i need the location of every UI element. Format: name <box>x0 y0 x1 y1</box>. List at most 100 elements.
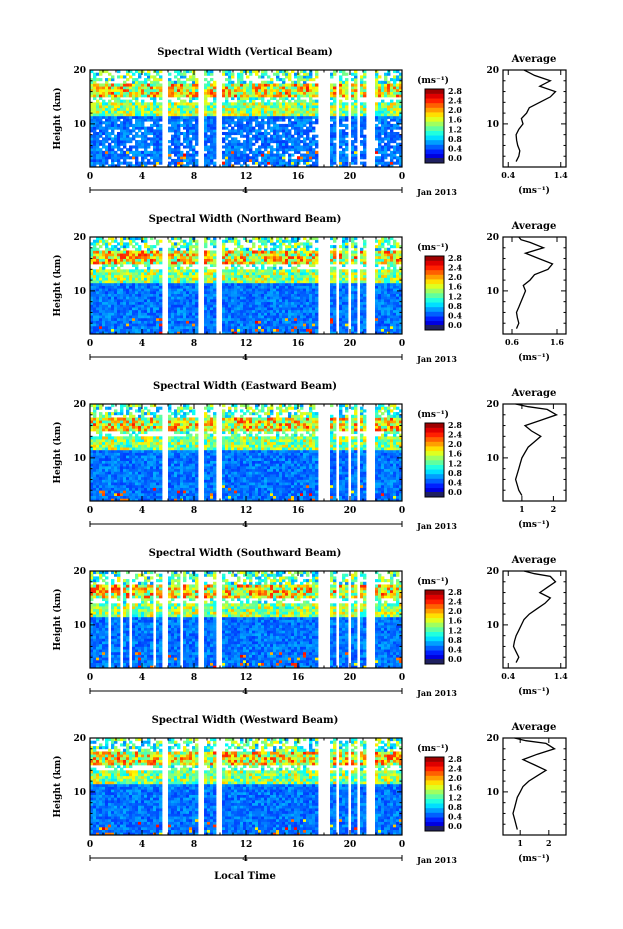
colorbar-tick-label: 0.4 <box>448 143 462 153</box>
panel-3: Spectral Width (Eastward Beam)0 4 8 12 16 20 0… <box>52 381 567 531</box>
colorbar-tick-label: 0.4 <box>448 644 462 654</box>
colorbar-tick-label: 0.4 <box>448 811 462 821</box>
x-tick-label: 16 <box>292 840 305 850</box>
x-tick-label: 4 <box>139 339 145 349</box>
colorbar-tick-label: 1.2 <box>448 291 462 301</box>
average-x-tick-label: 1.4 <box>554 170 568 180</box>
colorbar-tick-label: 1.6 <box>448 616 462 626</box>
y-axis-label: Height (km) <box>52 588 63 650</box>
x-tick-label: 0 <box>399 840 405 850</box>
x-tick-label: 16 <box>292 172 305 182</box>
x-tick-label: 0 <box>399 506 405 516</box>
average-frame <box>502 69 567 168</box>
colorbar-tick-label: 0.0 <box>448 153 462 163</box>
y-tick-label: 20 <box>73 734 86 744</box>
heatmap-title: Spectral Width (Northward Beam) <box>149 214 342 225</box>
heatmap-title: Spectral Width (Southward Beam) <box>149 548 342 559</box>
x-tick-label: 0 <box>87 840 93 850</box>
y-axis-label: Height (km) <box>52 254 63 316</box>
average-y-tick-label: 20 <box>486 66 499 76</box>
average-y-tick-label: 10 <box>486 287 499 297</box>
average-x-tick-label: 1 <box>519 504 525 514</box>
date-label: Jan 2013 <box>416 354 457 364</box>
date-label: Jan 2013 <box>416 521 457 531</box>
x-tick-label: 20 <box>344 840 357 850</box>
colorbar-tick-label: 0.8 <box>448 802 462 812</box>
colorbar: 0.00.40.81.21.62.02.42.8(ms⁻¹) <box>417 576 462 665</box>
colorbar-unit: (ms⁻¹) <box>417 576 449 587</box>
x-tick-label: 0 <box>87 339 93 349</box>
average-x-tick-label: 2 <box>546 838 552 848</box>
colorbar-tick-label: 2.8 <box>448 754 462 764</box>
colorbar-tick-label: 0.0 <box>448 821 462 831</box>
y-tick-label: 10 <box>73 120 86 130</box>
x-tick-label: 16 <box>292 339 305 349</box>
colorbar-tick-label: 2.8 <box>448 253 462 263</box>
average-frame <box>502 236 567 335</box>
x-ticks: 0 4 8 12 16 20 0 <box>87 70 405 182</box>
x-tick-label: 0 <box>399 172 405 182</box>
x-tick-label: 4 <box>139 673 145 683</box>
average-frame <box>502 403 567 502</box>
heatmap-cells <box>90 571 403 669</box>
average-title: Average <box>511 555 557 566</box>
x-ticks: 0 4 8 12 16 20 0 <box>87 404 405 516</box>
average-x-label: (ms⁻¹) <box>518 853 550 864</box>
average-y-tick-label: 20 <box>486 567 499 577</box>
colorbar-tick-label: 2.0 <box>448 272 462 282</box>
average-y-tick-label: 20 <box>486 734 499 744</box>
colorbar-tick-label: 2.0 <box>448 773 462 783</box>
average-title: Average <box>511 221 557 232</box>
average-plot: Average 10 20 1 2(ms⁻¹) <box>486 388 567 530</box>
x-tick-label: 0 <box>399 339 405 349</box>
heatmap-cells <box>90 738 403 836</box>
colorbar: 0.00.40.81.21.62.02.42.8(ms⁻¹) <box>417 409 462 498</box>
colorbar-tick-label: 1.6 <box>448 282 462 292</box>
average-plot: Average 10 20 0.4 1.4 (ms⁻¹) <box>486 555 568 697</box>
average-title: Average <box>511 388 557 399</box>
colorbar-tick-label: 0.4 <box>448 477 462 487</box>
colorbar-tick-label: 2.4 <box>448 764 462 774</box>
y-tick-label: 10 <box>73 454 86 464</box>
x-tick-label: 0 <box>399 673 405 683</box>
colorbar-tick-label: 0.0 <box>448 654 462 664</box>
colorbar-tick-label: 2.8 <box>448 587 462 597</box>
average-y-tick-label: 20 <box>486 400 499 410</box>
colorbar-tick-label: 0.0 <box>448 487 462 497</box>
colorbar-tick-label: 2.0 <box>448 439 462 449</box>
colorbar-tick-label: 0.4 <box>448 310 462 320</box>
heatmap-cells <box>90 70 403 168</box>
date-label: Jan 2013 <box>416 688 457 698</box>
colorbar-tick-label: 2.4 <box>448 96 462 106</box>
day-label: 4 <box>242 352 248 362</box>
x-tick-label: 20 <box>344 339 357 349</box>
average-y-tick-label: 10 <box>486 788 499 798</box>
heatmap-title: Spectral Width (Westward Beam) <box>152 715 339 726</box>
x-tick-label: 20 <box>344 506 357 516</box>
average-x-label: (ms⁻¹) <box>518 519 550 530</box>
y-axis-label: Height (km) <box>52 755 63 817</box>
y-tick-label: 20 <box>73 233 86 243</box>
average-frame <box>502 570 567 669</box>
y-tick-label: 20 <box>73 400 86 410</box>
x-ticks: 0 4 8 12 16 20 0 <box>87 571 405 683</box>
average-y-tick-label: 10 <box>486 454 499 464</box>
colorbar-tick-label: 0.8 <box>448 134 462 144</box>
x-tick-label: 16 <box>292 506 305 516</box>
x-tick-label: 4 <box>139 506 145 516</box>
date-label: Jan 2013 <box>416 855 457 865</box>
panel-4: Spectral Width (Southward Beam) 0 4 8 12 16 20… <box>52 548 568 698</box>
average-x-tick-label: 2 <box>551 504 557 514</box>
colorbar-tick-label: 0.8 <box>448 301 462 311</box>
colorbar-tick-label: 2.0 <box>448 606 462 616</box>
colorbar-tick-label: 2.8 <box>448 420 462 430</box>
average-x-tick-label: 1.6 <box>550 337 564 347</box>
heatmap-title: Spectral Width (Vertical Beam) <box>157 47 333 58</box>
average-profile-line <box>512 570 557 663</box>
x-ticks: 0 4 8 12 16 20 0 <box>87 738 405 850</box>
average-profile-line <box>512 737 557 830</box>
heatmap-cells <box>90 404 403 502</box>
colorbar-tick-label: 1.6 <box>448 115 462 125</box>
